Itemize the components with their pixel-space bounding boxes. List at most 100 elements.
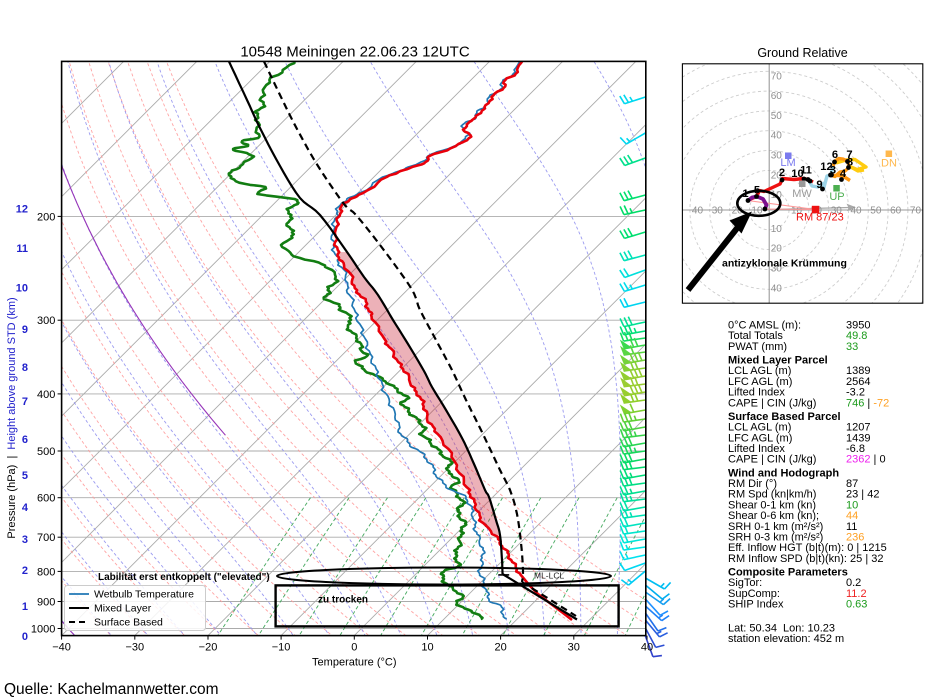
svg-text:Ground Relative: Ground Relative bbox=[757, 46, 847, 60]
svg-text:1207: 1207 bbox=[846, 422, 870, 434]
svg-text:0.63: 0.63 bbox=[846, 599, 867, 611]
svg-text:RM Inflow SPD (b|t)(kn): 25 |: RM Inflow SPD (b|t)(kn): 25 | 32 bbox=[728, 553, 883, 565]
svg-text:4: 4 bbox=[840, 168, 847, 180]
svg-text:Mixed Layer Parcel: Mixed Layer Parcel bbox=[728, 355, 828, 367]
svg-text:RM Dir (°): RM Dir (°) bbox=[728, 478, 777, 490]
svg-text:23 | 42: 23 | 42 bbox=[846, 489, 879, 501]
svg-text:SupComp:: SupComp: bbox=[728, 588, 780, 600]
svg-text:40: 40 bbox=[641, 642, 653, 654]
svg-text:20: 20 bbox=[771, 244, 783, 255]
svg-text:CAPE | CIN (J/kg): CAPE | CIN (J/kg) bbox=[728, 397, 816, 409]
svg-text:10548 Meiningen 22.06.23 12UTC: 10548 Meiningen 22.06.23 12UTC bbox=[240, 44, 469, 61]
svg-text:LFC AGL (m): LFC AGL (m) bbox=[728, 376, 792, 388]
svg-text:746 | -72: 746 | -72 bbox=[846, 397, 889, 409]
svg-text:10: 10 bbox=[846, 499, 858, 511]
svg-text:33: 33 bbox=[846, 341, 858, 353]
svg-text:30: 30 bbox=[712, 206, 724, 217]
svg-text:LFC AGL (m): LFC AGL (m) bbox=[728, 432, 792, 444]
svg-text:Surface Based Parcel: Surface Based Parcel bbox=[728, 411, 841, 423]
svg-text:30: 30 bbox=[771, 151, 783, 162]
svg-text:20: 20 bbox=[771, 170, 783, 181]
svg-text:30: 30 bbox=[568, 642, 580, 654]
svg-text:10: 10 bbox=[16, 283, 28, 295]
svg-text:9: 9 bbox=[816, 179, 822, 191]
svg-text:3950: 3950 bbox=[846, 320, 870, 332]
svg-text:200: 200 bbox=[37, 211, 55, 223]
svg-text:UP: UP bbox=[829, 191, 844, 203]
svg-text:1000: 1000 bbox=[31, 624, 55, 636]
svg-text:11.2: 11.2 bbox=[846, 588, 867, 600]
svg-text:400: 400 bbox=[37, 389, 55, 401]
svg-text:7: 7 bbox=[846, 149, 852, 161]
svg-text:10: 10 bbox=[791, 168, 803, 180]
svg-text:2362 | 0: 2362 | 0 bbox=[846, 454, 886, 466]
svg-text:1389: 1389 bbox=[846, 365, 870, 377]
svg-text:900: 900 bbox=[37, 597, 55, 609]
svg-text:2: 2 bbox=[22, 565, 28, 577]
svg-text:Labilität erst entkoppelt ("el: Labilität erst entkoppelt ("elevated") bbox=[98, 572, 270, 583]
svg-text:300: 300 bbox=[37, 315, 55, 327]
svg-text:0: 0 bbox=[22, 631, 28, 643]
svg-text:10: 10 bbox=[791, 206, 803, 217]
svg-text:30: 30 bbox=[771, 264, 783, 275]
svg-text:Composite Parameters: Composite Parameters bbox=[728, 567, 848, 579]
svg-text:70: 70 bbox=[910, 206, 922, 217]
svg-text:zu trocken: zu trocken bbox=[318, 595, 368, 606]
svg-text:DN: DN bbox=[881, 158, 897, 170]
svg-text:500: 500 bbox=[37, 446, 55, 458]
svg-text:−20: −20 bbox=[199, 642, 218, 654]
svg-text:0: 0 bbox=[351, 642, 357, 654]
svg-text:Wetbulb Temperature: Wetbulb Temperature bbox=[94, 589, 194, 601]
svg-text:30: 30 bbox=[831, 206, 843, 217]
svg-text:SHIP Index: SHIP Index bbox=[728, 599, 784, 611]
svg-text:−30: −30 bbox=[125, 642, 144, 654]
svg-text:10: 10 bbox=[421, 642, 433, 654]
svg-text:2: 2 bbox=[779, 167, 785, 179]
svg-text:RM 87/23: RM 87/23 bbox=[796, 212, 844, 224]
svg-text:0°C AMSL (m):: 0°C AMSL (m): bbox=[728, 320, 801, 332]
svg-text:Lat: 50.34 Lon: 10.23: Lat: 50.34 Lon: 10.23 bbox=[728, 623, 835, 635]
svg-text:1: 1 bbox=[22, 601, 28, 613]
svg-text:11: 11 bbox=[846, 521, 857, 533]
svg-text:−10: −10 bbox=[272, 642, 291, 654]
svg-text:11: 11 bbox=[800, 165, 812, 177]
svg-text:40: 40 bbox=[692, 206, 704, 217]
svg-text:Shear 0-1 km (kn): Shear 0-1 km (kn) bbox=[728, 499, 816, 511]
svg-text:Eff. Inflow HGT (b|t)(m): 0 |: Eff. Inflow HGT (b|t)(m): 0 | 1215 bbox=[728, 542, 887, 554]
svg-text:Wind and Hodograph: Wind and Hodograph bbox=[728, 467, 839, 479]
svg-text:Lifted Index: Lifted Index bbox=[728, 443, 785, 455]
svg-text:6: 6 bbox=[832, 149, 838, 161]
svg-text:50: 50 bbox=[870, 206, 882, 217]
svg-text:40: 40 bbox=[771, 131, 783, 142]
svg-text:SRH 0-3 km (m²/s²): SRH 0-3 km (m²/s²) bbox=[728, 532, 823, 544]
svg-text:8: 8 bbox=[22, 362, 28, 374]
svg-text:9: 9 bbox=[22, 324, 28, 336]
svg-text:6: 6 bbox=[22, 434, 28, 446]
svg-text:4: 4 bbox=[22, 502, 29, 514]
svg-text:40: 40 bbox=[771, 283, 783, 294]
svg-text:LCL AGL (m): LCL AGL (m) bbox=[728, 365, 791, 377]
svg-text:Surface Based: Surface Based bbox=[94, 617, 163, 629]
svg-text:44: 44 bbox=[846, 510, 858, 522]
svg-text:SigTor:: SigTor: bbox=[728, 577, 762, 589]
svg-text:20: 20 bbox=[732, 206, 744, 217]
svg-text:-6.8: -6.8 bbox=[846, 443, 865, 455]
svg-text:50: 50 bbox=[771, 111, 783, 122]
svg-text:49.8: 49.8 bbox=[846, 330, 867, 342]
svg-text:2564: 2564 bbox=[846, 376, 870, 388]
svg-text:70: 70 bbox=[771, 71, 783, 82]
svg-text:236: 236 bbox=[846, 532, 864, 544]
svg-text:Mixed Layer: Mixed Layer bbox=[94, 603, 152, 615]
svg-text:11: 11 bbox=[16, 243, 28, 255]
svg-text:10: 10 bbox=[751, 206, 763, 217]
svg-text:Pressure (hPa) | Height abov: Pressure (hPa) | Height above ground STD… bbox=[6, 297, 18, 538]
svg-text:0.2: 0.2 bbox=[846, 577, 861, 589]
svg-text:antizyklonale Krümmung: antizyklonale Krümmung bbox=[722, 258, 847, 270]
svg-text:5: 5 bbox=[22, 470, 28, 482]
svg-text:600: 600 bbox=[37, 493, 55, 505]
svg-text:60: 60 bbox=[890, 206, 902, 217]
svg-text:3: 3 bbox=[830, 165, 836, 177]
svg-text:1439: 1439 bbox=[846, 432, 870, 444]
svg-text:40: 40 bbox=[851, 206, 863, 217]
svg-text:8: 8 bbox=[847, 157, 853, 169]
